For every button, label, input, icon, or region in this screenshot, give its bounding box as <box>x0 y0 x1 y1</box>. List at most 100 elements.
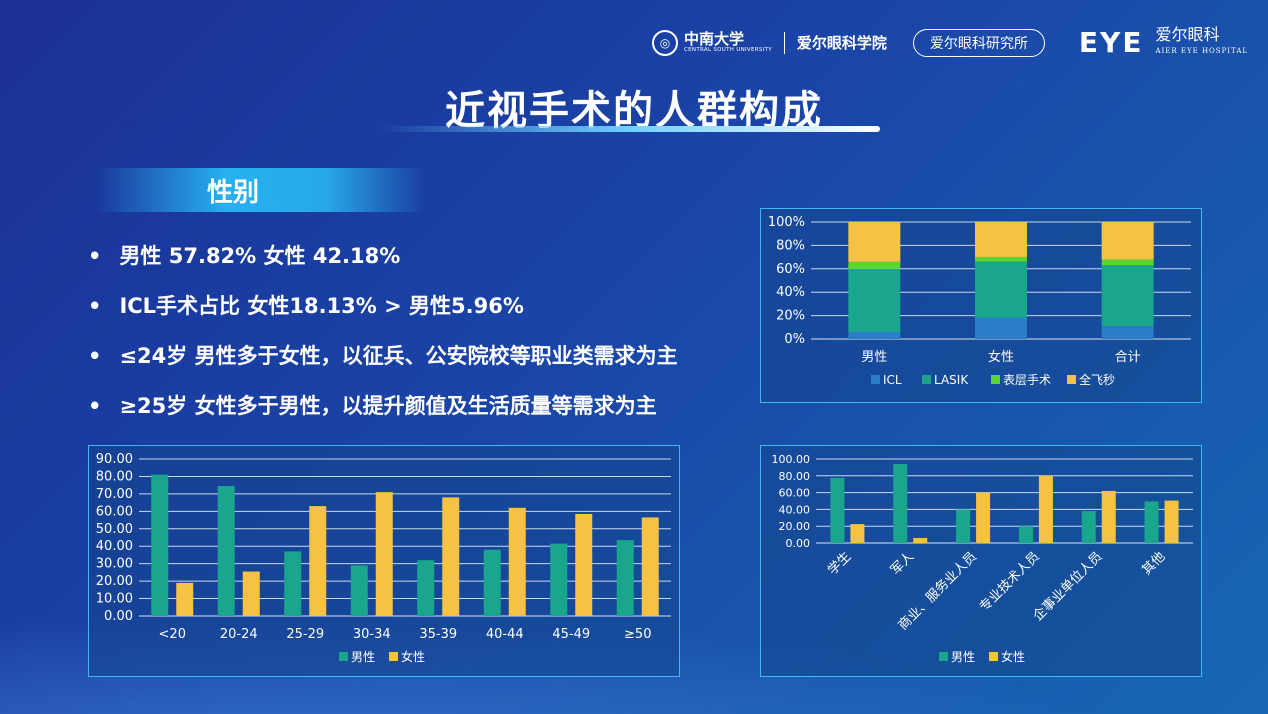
institute-badge: 爱尔眼科研究所 <box>912 28 1045 57</box>
y-tick-label: 70.00 <box>96 487 133 502</box>
y-tick-label: 30.00 <box>96 557 133 572</box>
bar-男性 <box>217 486 235 616</box>
legend-label: 男性 <box>351 650 375 664</box>
y-tick-label: 80.00 <box>779 470 811 483</box>
legend-label: 全飞秒 <box>1079 372 1115 387</box>
bar-LASIK <box>848 268 901 333</box>
bar-男性 <box>956 509 971 543</box>
y-tick-label: 60.00 <box>96 504 133 519</box>
brand-name: 爱尔眼科 <box>1155 24 1220 44</box>
bar-男性 <box>1144 501 1159 543</box>
bar-男性 <box>830 477 845 543</box>
bar-男性 <box>350 565 368 616</box>
university-name-block: 中南大学 CENTRAL SOUTH UNIVERSITY <box>684 29 772 54</box>
legend-label: 女性 <box>401 649 425 664</box>
bar-男性 <box>1018 526 1033 543</box>
bar-全飞秒 <box>848 222 901 262</box>
university-name: 中南大学 <box>684 29 745 48</box>
legend-label: ICL <box>883 373 902 387</box>
bar-ICL <box>975 317 1027 339</box>
x-tick-label: 合计 <box>1115 350 1141 365</box>
bar-女性 <box>641 517 659 616</box>
bar-女性 <box>176 582 194 616</box>
x-tick-label: 40-44 <box>486 627 524 642</box>
y-tick-label: 40.00 <box>96 539 133 554</box>
legend-label: 表层手术 <box>1003 373 1051 387</box>
bar-表层手术 <box>975 256 1027 262</box>
legend-swatch <box>989 652 998 661</box>
university-seal-icon: ◎ <box>652 29 678 56</box>
title-underline <box>380 126 880 132</box>
bar-表层手术 <box>1101 259 1154 266</box>
y-tick-label: 100% <box>768 215 805 230</box>
bar-全飞秒 <box>975 222 1027 257</box>
age-chart: 0.00 10.00 20.00 30.00 40.00 50.00 60.00 70.00 8… <box>88 445 680 677</box>
bar-男性 <box>1081 511 1096 543</box>
y-tick-label: 0.00 <box>786 537 811 550</box>
x-tick-label: 45-49 <box>552 627 590 642</box>
university-name-en: CENTRAL SOUTH UNIVERSITY <box>684 46 772 53</box>
header-logos: ◎ 中南大学 CENTRAL SOUTH UNIVERSITY 爱尔眼科学院 爱尔眼… <box>652 26 1248 59</box>
bar-表层手术 <box>848 261 901 269</box>
x-tick-label: 专业技术人员 <box>977 549 1043 615</box>
y-tick-label: 60.00 <box>779 487 811 500</box>
y-tick-label: 50.00 <box>96 522 133 537</box>
bar-女性 <box>375 492 393 616</box>
bar-女性 <box>242 571 260 616</box>
school-name: 爱尔眼科学院 <box>796 34 887 52</box>
bar-男性 <box>483 549 501 616</box>
legend-swatch <box>991 375 1000 384</box>
brand-name-en: AIER EYE HOSPITAL <box>1155 46 1249 55</box>
y-tick-label: 90.00 <box>96 452 133 467</box>
bar-女性 <box>508 507 526 616</box>
bullet-4: ≥25岁 女性多于男性，以提升颜值及生活质量等需求为主 <box>88 390 656 420</box>
bar-女性 <box>1101 490 1116 543</box>
x-tick-label: 军人 <box>888 549 917 578</box>
legend-label: 男性 <box>951 650 975 664</box>
x-tick-label: 女性 <box>988 349 1014 365</box>
x-tick-label: 25-29 <box>286 627 324 642</box>
bar-女性 <box>575 513 593 616</box>
bar-男性 <box>550 543 568 616</box>
legend-swatch <box>922 375 931 384</box>
x-tick-label: 学生 <box>825 549 855 579</box>
bullet-3: ≤24岁 男性多于女性，以征兵、公安院校等职业类需求为主 <box>88 340 677 370</box>
bullet-2: ICL手术占比 女性18.13% > 男性5.96% <box>88 290 523 320</box>
legend-label: 女性 <box>1001 649 1025 664</box>
x-tick-label: 30-34 <box>353 627 391 642</box>
bar-女性 <box>309 506 327 616</box>
y-tick-label: 60% <box>776 262 805 277</box>
legend-label: LASIK <box>934 373 969 387</box>
y-tick-label: 20% <box>776 309 805 324</box>
bar-女性 <box>1164 500 1179 543</box>
bar-女性 <box>850 524 865 543</box>
y-tick-label: 100.00 <box>772 453 811 466</box>
bar-女性 <box>442 497 460 616</box>
x-tick-label: <20 <box>159 627 186 642</box>
aier-logo: 爱尔眼科 AIER EYE HOSPITAL <box>1155 24 1249 59</box>
legend-swatch <box>339 652 348 661</box>
bar-ICL <box>848 332 901 339</box>
y-tick-label: 40.00 <box>779 503 811 516</box>
bar-LASIK <box>1101 265 1154 327</box>
section-title: 性别 <box>207 177 260 208</box>
bar-LASIK <box>975 261 1027 318</box>
x-tick-label: 35-39 <box>419 627 457 642</box>
legend-swatch <box>1067 375 1076 384</box>
occupation-chart: 0.00 20.00 40.00 60.00 80.00 100.00 学生 军人 商业、服务业… <box>760 445 1202 677</box>
y-tick-label: 20.00 <box>96 574 133 589</box>
x-tick-label: 其他 <box>1139 549 1168 578</box>
y-tick-label: 80.00 <box>96 469 133 484</box>
y-tick-label: 80% <box>776 238 805 253</box>
x-tick-label: 男性 <box>861 350 887 365</box>
csu-logo: ◎ 中南大学 CENTRAL SOUTH UNIVERSITY <box>652 29 772 56</box>
bar-女性 <box>1038 475 1053 543</box>
bar-全飞秒 <box>1101 222 1154 260</box>
bar-男性 <box>151 474 169 616</box>
surgery-type-chart: 0% 20% 40% 60% 80% 100% 男性 女性 合计 ICL LASIK 表层手术 全飞秒 <box>760 208 1202 403</box>
x-tick-label: ≥50 <box>624 627 651 642</box>
bar-女性 <box>976 492 991 543</box>
bar-ICL <box>1101 326 1154 339</box>
bar-男性 <box>616 540 634 616</box>
bar-女性 <box>913 537 928 543</box>
